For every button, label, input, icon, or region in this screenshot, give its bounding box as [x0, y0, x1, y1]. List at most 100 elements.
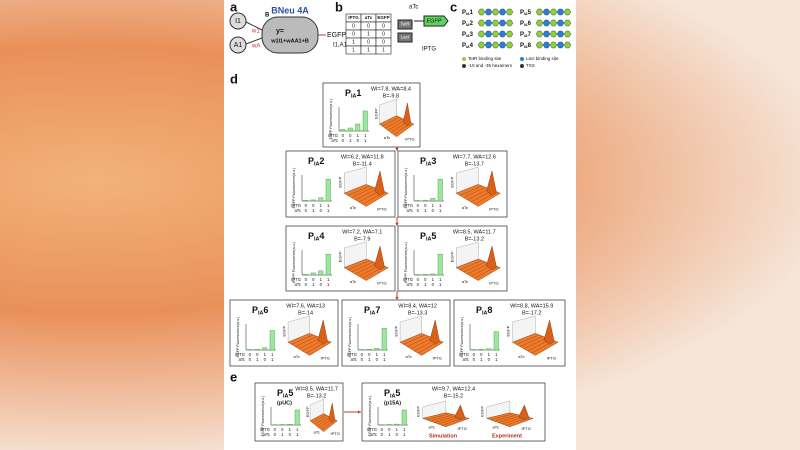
bar	[303, 200, 309, 202]
row-label: IPTG	[347, 352, 357, 357]
name-main: P	[420, 231, 426, 241]
table-header: IPTG	[348, 15, 359, 20]
state: 0	[388, 427, 391, 432]
surface-grid	[385, 118, 403, 129]
tile-bias: B=-15.2	[444, 393, 463, 399]
state: 0	[432, 208, 435, 213]
name-num: 8	[528, 43, 532, 49]
panel-label: b	[335, 0, 343, 14]
name-sub: IA	[466, 23, 470, 27]
name-num: 6	[263, 305, 268, 315]
surface-caption: Experiment	[492, 433, 522, 439]
input-label: I1	[235, 18, 241, 25]
legend-label: -10 and -35 hexamers	[468, 63, 513, 68]
repressor-label: TetR	[400, 22, 410, 27]
state: 0	[396, 432, 399, 437]
state: 1	[271, 352, 274, 357]
surface-axis-label: EGFP	[480, 406, 485, 417]
table-cell	[375, 45, 392, 55]
state: 1	[256, 357, 259, 362]
table-cell-text: 1	[352, 39, 355, 45]
state: 1	[439, 282, 442, 287]
surface-plot: EGFP aTc IPTG	[449, 166, 501, 212]
promoter-name: PIA8	[476, 305, 492, 317]
name-main: P	[520, 21, 524, 27]
surface-axis-label: aTc	[406, 354, 412, 359]
bar	[430, 273, 436, 276]
name-sub: IA	[370, 311, 375, 317]
row-label: aTc	[350, 357, 357, 362]
state: 0	[349, 133, 352, 138]
tile-note: (p15A)	[384, 400, 401, 406]
surface-grid	[520, 336, 544, 347]
name-num: 5	[395, 388, 400, 398]
surface-grid	[516, 334, 540, 345]
bar	[374, 348, 380, 351]
state: 1	[488, 352, 491, 357]
surface-grid	[316, 417, 331, 427]
state: 0	[417, 203, 420, 208]
surface-axis-label: IPTG	[547, 356, 556, 361]
surface-plot: EGFP aTc IPTG	[393, 315, 444, 361]
state: 1	[327, 282, 330, 287]
surface-axis-label: aTc	[518, 354, 524, 359]
state: 1	[383, 352, 386, 357]
surface-plot: EGFP aTc IPTG	[337, 166, 389, 212]
state: 1	[439, 203, 442, 208]
surface-grid	[291, 334, 314, 345]
surface-grid	[498, 415, 522, 423]
state: 1	[432, 277, 435, 282]
surface-grid	[463, 261, 486, 273]
surface-axis-label: EGFP	[449, 176, 454, 187]
state: 0	[342, 138, 345, 143]
legend-label: TetR binding site	[468, 56, 502, 61]
neuron-title: BNeu 4A	[271, 5, 309, 15]
name-main: P	[462, 10, 466, 16]
legend-swatch	[520, 57, 524, 61]
state: 1	[327, 203, 330, 208]
input-node	[229, 36, 247, 54]
state: 0	[274, 432, 277, 437]
state: 0	[312, 277, 315, 282]
state: 0	[289, 432, 292, 437]
state: 0	[473, 357, 476, 362]
tile-weights: WI=8.4, WA=12	[398, 303, 437, 309]
bias-label: B	[265, 13, 270, 19]
promoter-name: PIA3	[420, 156, 436, 168]
surface-grid	[355, 263, 378, 275]
surface-axis-label: IPTG	[377, 281, 386, 286]
bar	[325, 253, 331, 276]
state: 0	[305, 208, 308, 213]
bar	[401, 409, 407, 426]
y-axis-label: EGFP Fluorescence(a.u.)	[368, 396, 372, 437]
surface-axis-label: EGFP	[416, 406, 421, 417]
surface-peak	[486, 170, 497, 196]
state: 1	[289, 427, 292, 432]
state: 0	[424, 203, 427, 208]
state: 1	[388, 432, 391, 437]
legend-swatch	[520, 64, 524, 68]
surface-grid	[410, 337, 433, 349]
row-label: IPTG	[403, 277, 413, 282]
name-num: 3	[431, 156, 436, 166]
inducer: aTc	[409, 5, 418, 11]
gene	[423, 15, 449, 27]
state: 0	[256, 352, 259, 357]
state: 1	[495, 357, 498, 362]
row-label: IPTG	[291, 203, 301, 208]
repressor	[397, 32, 413, 43]
promoter-name: PIA1	[462, 10, 474, 16]
row-label: aTc	[263, 432, 270, 437]
state: 0	[381, 427, 384, 432]
site	[505, 41, 514, 49]
state: 1	[364, 138, 367, 143]
name-sub: IA	[390, 394, 395, 400]
state: 1	[495, 352, 498, 357]
bar	[394, 423, 400, 426]
state: 0	[249, 352, 252, 357]
y-axis-label: EGFP Fluorescence(a.u.)	[348, 317, 352, 358]
table-header: aTc	[365, 15, 373, 20]
surface-axis-label: EGFP	[281, 325, 286, 336]
table-cell-text: 1	[367, 31, 370, 37]
name-main: P	[308, 231, 314, 241]
